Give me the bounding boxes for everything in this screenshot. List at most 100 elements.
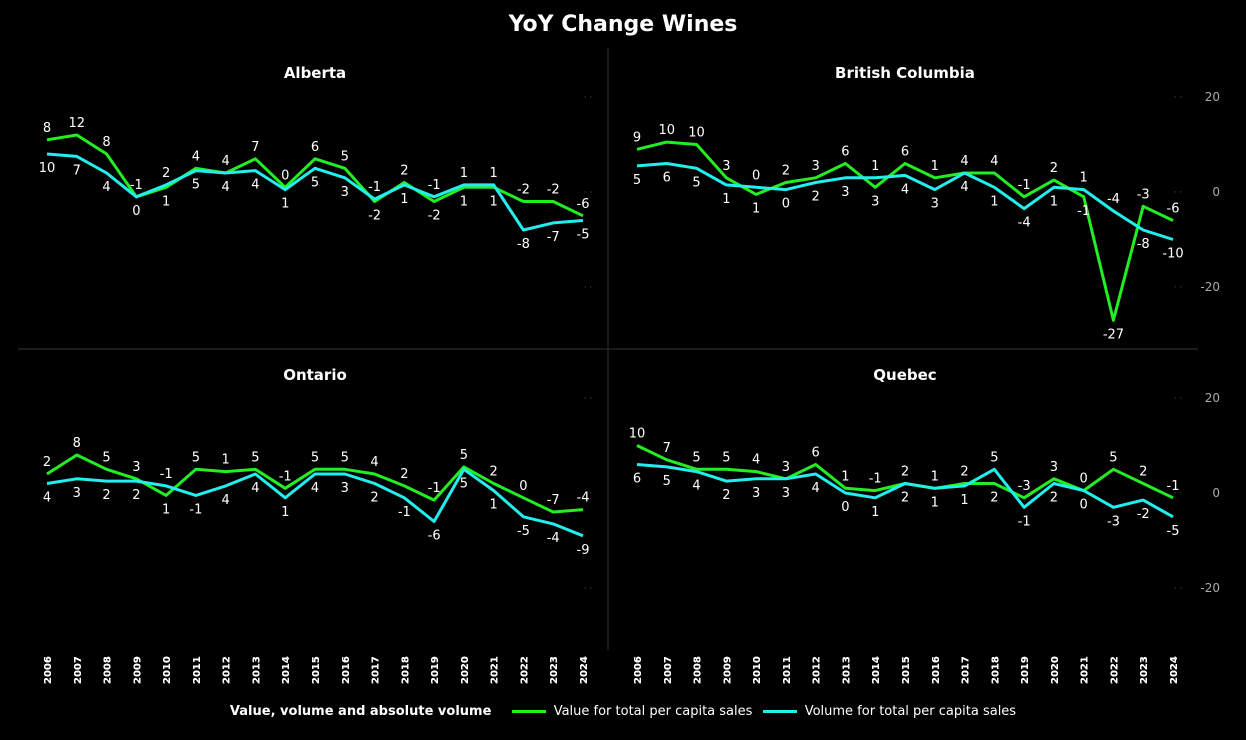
data-label-volume-quebec: 4 xyxy=(692,479,700,494)
x-tick-label-ontario: 2016 xyxy=(341,656,352,684)
page-title: YoY Change Wines xyxy=(508,12,738,37)
x-tick-label-alberta: 2009 xyxy=(132,656,143,684)
data-label-value-ontario: -1 xyxy=(279,469,292,484)
data-label-volume-quebec: 1 xyxy=(931,495,939,510)
x-tick-label-ontario: 2013 xyxy=(251,656,262,684)
data-label-value-alberta: 1 xyxy=(162,194,170,209)
data-label-volume-quebec: 1 xyxy=(960,493,968,508)
series-line-volume-british-columbia xyxy=(636,162,1174,241)
y-tick-label-british-columbia: 20 xyxy=(1205,90,1220,104)
data-label-value-alberta: 4 xyxy=(192,149,200,164)
data-label-volume-ontario: 1 xyxy=(281,505,289,520)
data-label-volume-ontario: 2 xyxy=(102,488,110,503)
data-label-volume-quebec: -5 xyxy=(1167,524,1180,539)
data-label-value-quebec: 10 xyxy=(629,427,646,442)
data-label-value-ontario: 8 xyxy=(73,436,81,451)
data-label-value-british-columbia: 3 xyxy=(812,159,820,174)
data-label-value-british-columbia: -3 xyxy=(1137,187,1150,202)
data-label-value-quebec: 3 xyxy=(1050,460,1058,475)
data-label-value-ontario: 1 xyxy=(162,502,170,517)
x-tick-label-british-columbia: 2013 xyxy=(841,656,852,684)
data-label-value-british-columbia: 1 xyxy=(752,201,760,216)
data-label-volume-ontario: -9 xyxy=(577,543,590,558)
data-label-value-british-columbia: -27 xyxy=(1103,327,1124,342)
data-label-value-alberta: -2 xyxy=(368,209,381,224)
x-tick-label-british-columbia: 2024 xyxy=(1169,656,1180,684)
x-tick-label-quebec: 2023 xyxy=(1139,656,1150,684)
data-label-volume-quebec: 2 xyxy=(1050,491,1058,506)
legend-swatch-value xyxy=(511,710,546,713)
data-label-volume-ontario: -4 xyxy=(547,531,560,546)
x-tick-label-quebec: 2015 xyxy=(901,656,912,684)
data-label-volume-british-columbia: 5 xyxy=(633,173,641,188)
x-tick-label-quebec: 2017 xyxy=(961,656,972,684)
data-label-value-quebec: 7 xyxy=(663,441,671,456)
x-tick-label-alberta: 2017 xyxy=(371,656,382,684)
data-label-value-quebec: -1 xyxy=(1167,479,1180,494)
x-tick-label-quebec: 2020 xyxy=(1050,656,1061,684)
tick-dots: · · xyxy=(1174,93,1183,103)
data-label-value-alberta: -2 xyxy=(517,183,530,198)
x-tick-label-alberta: 2012 xyxy=(222,656,233,684)
data-label-value-quebec: 1 xyxy=(931,469,939,484)
x-tick-label-quebec: 2021 xyxy=(1080,656,1091,684)
x-tick-label-ontario: 2015 xyxy=(311,656,322,684)
data-label-value-british-columbia: 6 xyxy=(841,145,849,160)
x-tick-label-quebec: 2010 xyxy=(752,656,763,684)
data-label-value-quebec: 5 xyxy=(1109,450,1117,465)
x-tick-label-alberta: 2015 xyxy=(311,656,322,684)
x-tick-label-quebec: 2006 xyxy=(633,656,644,684)
x-tick-label-quebec: 2016 xyxy=(931,656,942,684)
data-label-volume-quebec: 3 xyxy=(782,486,790,501)
data-label-value-alberta: 0 xyxy=(281,168,289,183)
x-tick-label-ontario: 2020 xyxy=(460,656,471,684)
tick-dots: · · xyxy=(1174,394,1183,404)
data-label-value-british-columbia: 9 xyxy=(633,130,641,145)
data-label-volume-british-columbia: 4 xyxy=(901,182,909,197)
data-label-volume-ontario: 2 xyxy=(132,488,140,503)
data-label-volume-quebec: -3 xyxy=(1107,514,1120,529)
data-label-volume-british-columbia: 6 xyxy=(663,171,671,186)
x-tick-label-quebec: 2012 xyxy=(812,656,823,684)
x-tick-label-ontario: 2021 xyxy=(490,656,501,684)
data-label-value-british-columbia: 10 xyxy=(688,126,705,141)
tick-dots: · · xyxy=(584,394,593,404)
tick-dots: · · xyxy=(1174,584,1183,594)
data-label-volume-alberta: 4 xyxy=(251,178,259,193)
x-tick-label-alberta: 2021 xyxy=(490,656,501,684)
data-label-volume-ontario: 3 xyxy=(73,486,81,501)
data-label-volume-alberta: 5 xyxy=(192,178,200,193)
tick-dots: · · xyxy=(584,489,593,499)
legend-item-volume[interactable]: Volume for total per capita sales xyxy=(762,704,1016,719)
data-label-value-alberta: -2 xyxy=(428,209,441,224)
y-tick-label-british-columbia: 0 xyxy=(1212,185,1220,199)
x-tick-label-ontario: 2017 xyxy=(371,656,382,684)
x-tick-label-ontario: 2023 xyxy=(549,656,560,684)
data-label-volume-quebec: 2 xyxy=(901,491,909,506)
data-label-volume-british-columbia: 0 xyxy=(752,168,760,183)
x-tick-label-ontario: 2018 xyxy=(400,656,411,684)
x-tick-label-british-columbia: 2021 xyxy=(1080,656,1091,684)
data-label-value-quebec: 4 xyxy=(752,453,760,468)
x-tick-label-british-columbia: 2011 xyxy=(782,656,793,684)
data-label-value-british-columbia: 4 xyxy=(960,154,968,169)
data-label-value-quebec: 5 xyxy=(692,450,700,465)
x-tick-label-british-columbia: 2009 xyxy=(722,656,733,684)
tick-dots: · · xyxy=(584,283,593,293)
data-label-volume-quebec: 2 xyxy=(722,488,730,503)
legend: Value, volume and absolute volume Value … xyxy=(0,704,1246,719)
data-label-volume-quebec: 0 xyxy=(1080,498,1088,513)
x-tick-label-british-columbia: 2019 xyxy=(1020,656,1031,684)
data-label-value-ontario: 5 xyxy=(311,450,319,465)
data-label-volume-alberta: 0 xyxy=(132,204,140,219)
tick-dots: · · xyxy=(584,93,593,103)
data-label-value-ontario: 3 xyxy=(132,460,140,475)
legend-item-value[interactable]: Value for total per capita sales xyxy=(511,704,752,719)
x-tick-label-british-columbia: 2012 xyxy=(812,656,823,684)
data-label-value-quebec: 5 xyxy=(722,450,730,465)
x-tick-label-quebec: 2019 xyxy=(1020,656,1031,684)
x-tick-label-british-columbia: 2017 xyxy=(961,656,972,684)
data-label-value-british-columbia: 4 xyxy=(990,154,998,169)
x-tick-label-alberta: 2006 xyxy=(43,656,54,684)
x-tick-label-ontario: 2022 xyxy=(519,656,530,684)
